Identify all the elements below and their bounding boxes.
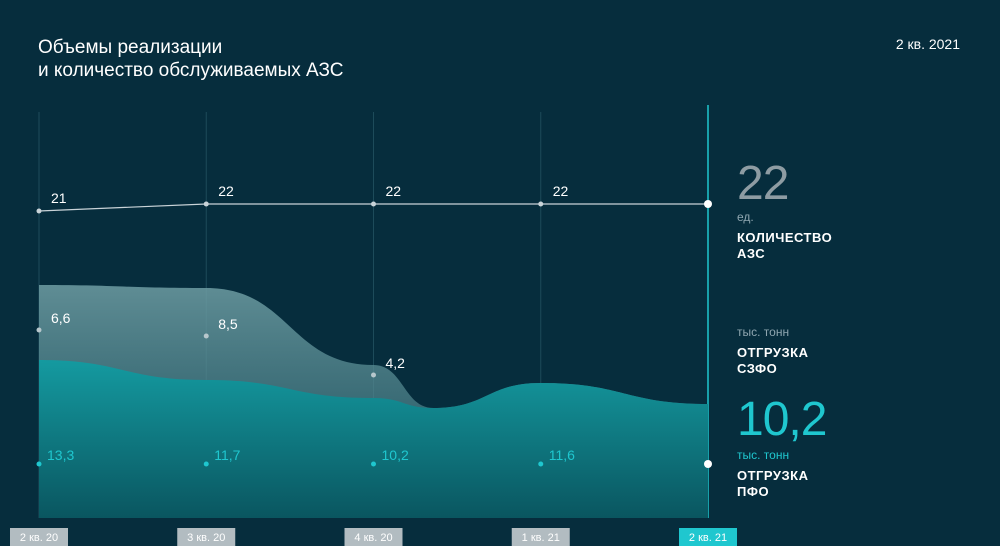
- szfo-unit: тыс. тонн: [737, 325, 790, 339]
- pfo-label: ОТГРУЗКА ПФО: [737, 468, 826, 500]
- pfo-data-label: 10,2: [382, 447, 409, 463]
- pfo-area: [39, 360, 708, 518]
- pfo-point: [203, 461, 209, 467]
- x-tick-box: [511, 528, 570, 546]
- stations-data-label: 22: [553, 183, 569, 199]
- pfo-point: [704, 460, 712, 468]
- label-layer: 21 22 22 22 6,6 8,5 4,2 13,3 11,7 10,2 11,6: [47, 183, 575, 463]
- szfo-label-line-2: СЗФО: [737, 361, 778, 376]
- stations-label-line-2: АЗС: [737, 246, 766, 261]
- x-tick-label: 4 кв. 20: [354, 532, 392, 544]
- stations-data-label: 22: [386, 183, 402, 199]
- x-tick-box: [10, 528, 68, 546]
- stations-value: 22: [737, 157, 789, 210]
- pfo-data-label: 11,7: [214, 447, 240, 463]
- pfo-label-line-2: ПФО: [737, 484, 770, 499]
- stations-panel: 22 ед. КОЛИЧЕСТВО АЗС: [737, 160, 832, 262]
- x-tick-box: [344, 528, 403, 546]
- stations-point: [36, 208, 42, 214]
- szfo-point: [371, 372, 376, 378]
- stations-label: КОЛИЧЕСТВО АЗС: [737, 230, 832, 262]
- chart-title: Объемы реализации и количество обслужива…: [38, 36, 343, 82]
- szfo-data-label: 8,5: [218, 316, 238, 332]
- x-tick-label: 2 кв. 20: [20, 532, 58, 544]
- x-tick-box: [679, 528, 737, 546]
- x-tick-label: 3 кв. 20: [187, 532, 225, 544]
- title-line-2: и количество обслуживаемых АЗС: [38, 60, 344, 81]
- x-axis: 2 кв. 20 3 кв. 20 4 кв. 20 1 кв. 21 2 кв. 21: [10, 528, 737, 546]
- title-line-1: Объемы реализации: [38, 37, 223, 58]
- szfo-label: ОТГРУЗКА СЗФО: [737, 345, 808, 377]
- area-layer: [39, 285, 708, 518]
- szfo-panel: тыс. тонн ОТГРУЗКА СЗФО: [737, 325, 808, 377]
- pfo-unit: тыс. тонн: [737, 448, 790, 462]
- stations-point: [203, 201, 209, 207]
- x-tick-box: [177, 528, 236, 546]
- pfo-data-label: 11,6: [549, 447, 575, 463]
- stations-data-label: 22: [218, 183, 234, 199]
- szfo-data-label: 4,2: [386, 355, 406, 371]
- stations-point: [538, 201, 544, 207]
- stations-label-line-1: КОЛИЧЕСТВО: [737, 230, 833, 245]
- stations-data-label: 21: [51, 190, 67, 206]
- stations-unit: ед.: [737, 210, 754, 224]
- period-label: 2 кв. 2021: [895, 36, 960, 52]
- pfo-value: 10,2: [737, 393, 827, 446]
- point-layer: [36, 200, 712, 468]
- szfo-label-line-1: ОТГРУЗКА: [737, 345, 809, 360]
- stations-point: [704, 200, 712, 208]
- pfo-point: [36, 461, 42, 467]
- x-tick-label: 2 кв. 21: [689, 532, 727, 544]
- pfo-data-label: 13,3: [47, 447, 74, 463]
- szfo-data-label: 6,6: [51, 310, 71, 326]
- stations-point: [371, 201, 376, 207]
- x-tick-label: 1 кв. 21: [522, 532, 560, 544]
- pfo-panel: 10,2 тыс. тонн ОТГРУЗКА ПФО: [737, 393, 827, 500]
- pfo-point: [538, 461, 544, 467]
- pfo-label-line-1: ОТГРУЗКА: [737, 468, 809, 483]
- szfo-point: [36, 327, 42, 333]
- pfo-point: [371, 461, 376, 467]
- szfo-point: [203, 333, 209, 339]
